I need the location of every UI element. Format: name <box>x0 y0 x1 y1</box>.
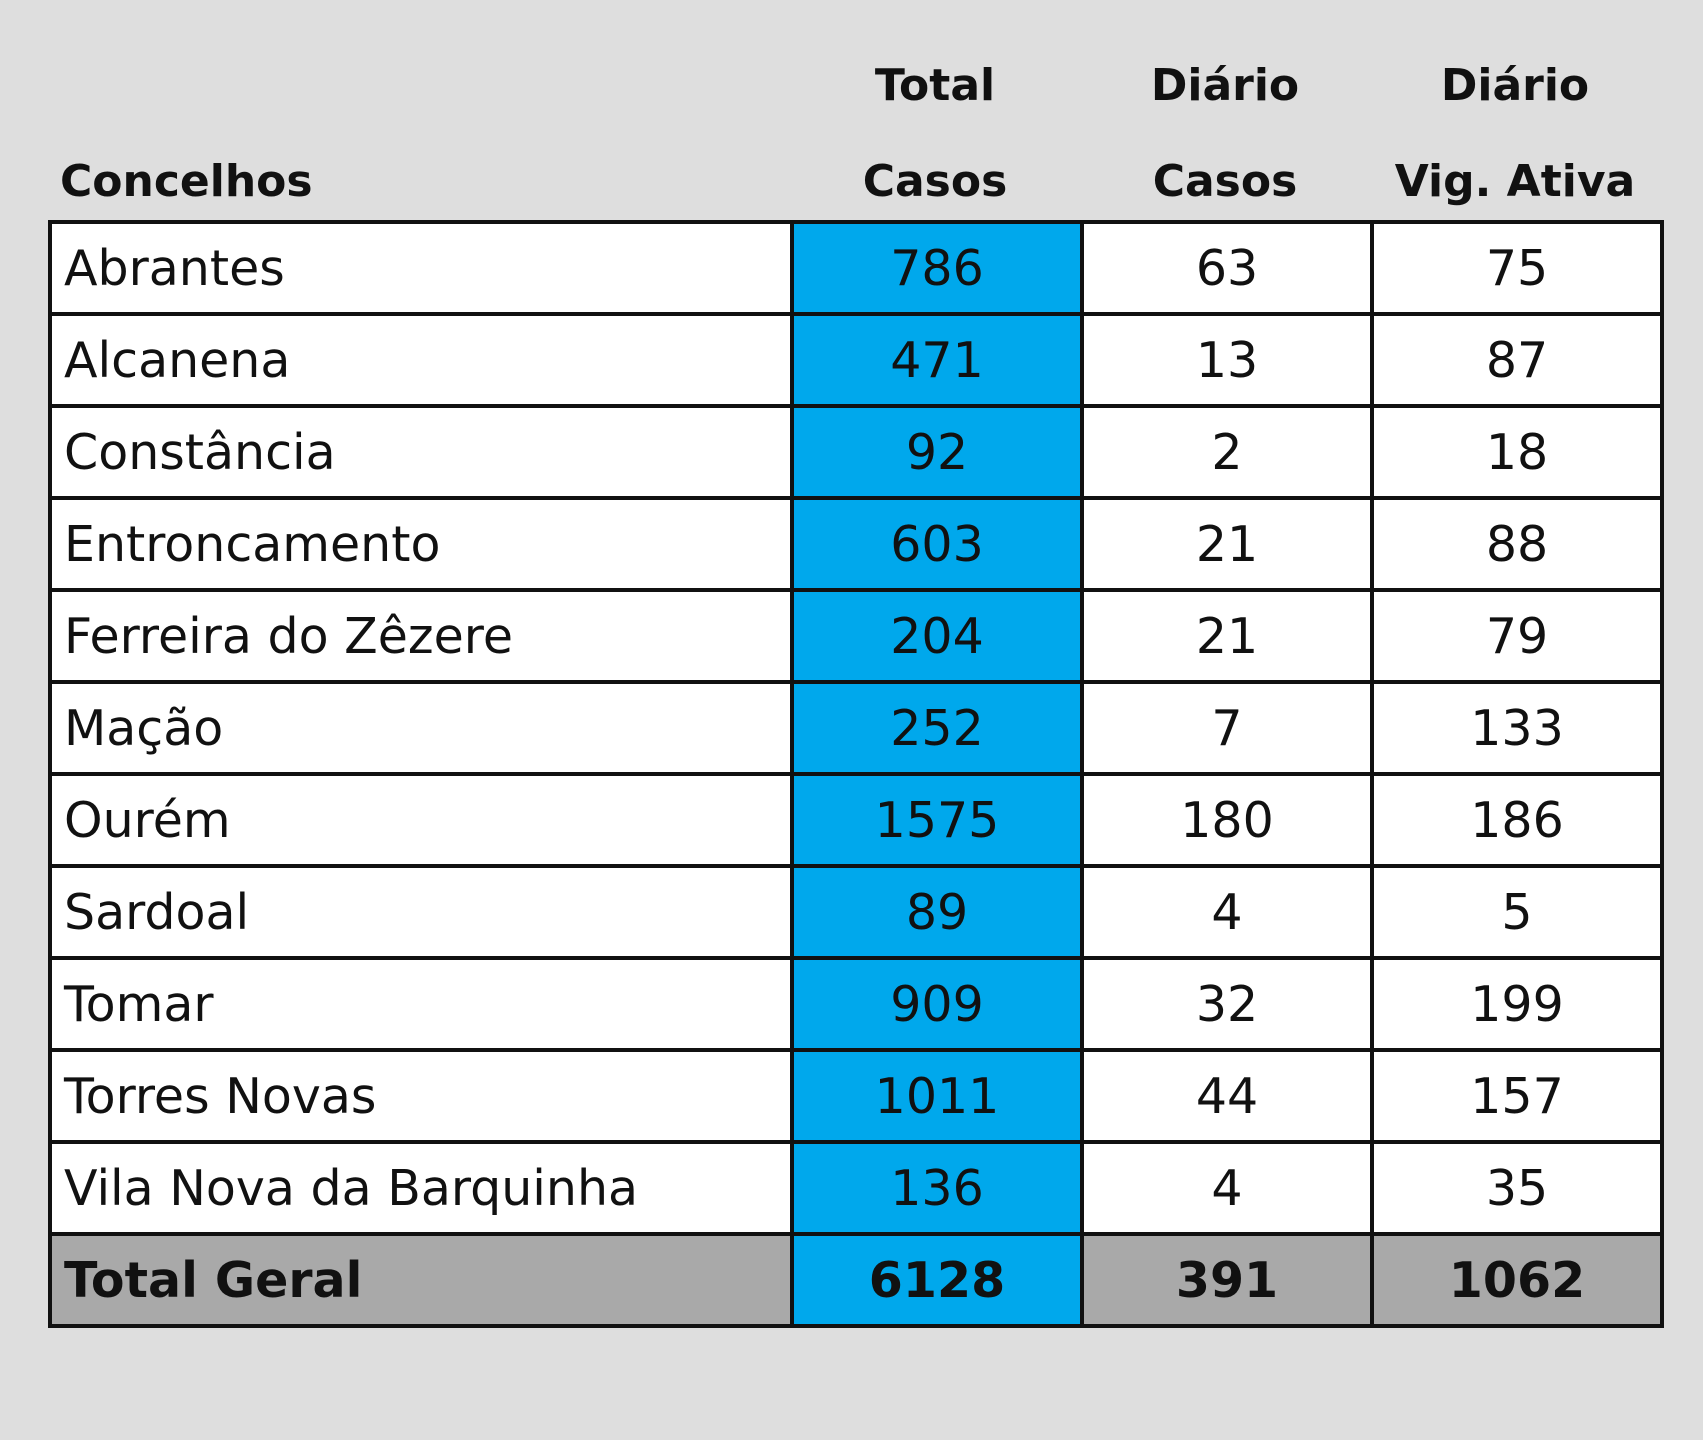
diario-vig-ativa-cell: 157 <box>1370 1048 1664 1144</box>
diario-vig-ativa-cell: 133 <box>1370 680 1664 776</box>
total-casos-cell: 786 <box>790 220 1084 316</box>
diario-vig-ativa-cell: 88 <box>1370 496 1664 592</box>
diario-casos-cell: 2 <box>1080 404 1374 500</box>
diario-casos-cell: 180 <box>1080 772 1374 868</box>
diario-vig-ativa-cell: 79 <box>1370 588 1664 684</box>
concelho-cell: Torres Novas <box>48 1048 794 1144</box>
table-header: Concelhos Total Casos Diário Casos Diári… <box>48 44 1660 220</box>
total-casos-cell: 603 <box>790 496 1084 592</box>
diario-vig-ativa-cell: 186 <box>1370 772 1664 868</box>
total-casos-cell: 1011 <box>790 1048 1084 1144</box>
header-diario-casos-line1: Diário <box>1150 60 1300 111</box>
total-casos-cell: 89 <box>790 864 1084 960</box>
total-casos-cell: 92 <box>790 404 1084 500</box>
total-casos-cell: 471 <box>790 312 1084 408</box>
header-diario-vig-ativa-line2: Vig. Ativa <box>1394 156 1636 207</box>
diario-casos-cell: 4 <box>1080 1140 1374 1236</box>
concelho-cell: Entroncamento <box>48 496 794 592</box>
table-row: Vila Nova da Barquinha 136 4 35 <box>48 1140 1664 1236</box>
header-concelhos: Concelhos <box>48 44 790 220</box>
diario-casos-cell: 4 <box>1080 864 1374 960</box>
table-row: Mação 252 7 133 <box>48 680 1664 776</box>
diario-vig-ativa-cell: 75 <box>1370 220 1664 316</box>
header-diario-vig-ativa-line1: Diário <box>1440 60 1590 111</box>
concelho-cell: Tomar <box>48 956 794 1052</box>
total-geral-row: Total Geral 6128 391 1062 <box>48 1232 1664 1328</box>
diario-casos-cell: 44 <box>1080 1048 1374 1144</box>
header-total-casos: Total Casos <box>790 44 1080 220</box>
header-total-casos-line2: Casos <box>862 156 1008 207</box>
table-row: Ferreira do Zêzere 204 21 79 <box>48 588 1664 684</box>
table-row: Tomar 909 32 199 <box>48 956 1664 1052</box>
header-total-casos-line1: Total <box>874 60 996 111</box>
total-casos-cell: 136 <box>790 1140 1084 1236</box>
total-geral-diario-vig-ativa: 1062 <box>1370 1232 1664 1328</box>
total-casos-cell: 204 <box>790 588 1084 684</box>
table-row: Abrantes 786 63 75 <box>48 220 1664 316</box>
total-geral-label: Total Geral <box>48 1232 794 1328</box>
header-diario-casos-line2: Casos <box>1152 156 1298 207</box>
concelho-cell: Alcanena <box>48 312 794 408</box>
concelho-cell: Abrantes <box>48 220 794 316</box>
diario-casos-cell: 21 <box>1080 496 1374 592</box>
table-row: Constância 92 2 18 <box>48 404 1664 500</box>
table-row: Alcanena 471 13 87 <box>48 312 1664 408</box>
diario-vig-ativa-cell: 5 <box>1370 864 1664 960</box>
concelho-cell: Vila Nova da Barquinha <box>48 1140 794 1236</box>
table-row: Torres Novas 1011 44 157 <box>48 1048 1664 1144</box>
diario-casos-cell: 13 <box>1080 312 1374 408</box>
concelho-cell: Ferreira do Zêzere <box>48 588 794 684</box>
diario-vig-ativa-cell: 18 <box>1370 404 1664 500</box>
total-casos-cell: 909 <box>790 956 1084 1052</box>
concelhos-table: Abrantes 786 63 75 Alcanena 471 13 87 Co… <box>48 220 1664 1328</box>
header-concelhos-label: Concelhos <box>60 156 313 207</box>
total-geral-diario-casos: 391 <box>1080 1232 1374 1328</box>
diario-casos-cell: 32 <box>1080 956 1374 1052</box>
diario-vig-ativa-cell: 87 <box>1370 312 1664 408</box>
total-geral-total-casos: 6128 <box>790 1232 1084 1328</box>
concelho-cell: Constância <box>48 404 794 500</box>
diario-vig-ativa-cell: 199 <box>1370 956 1664 1052</box>
table-row: Ourém 1575 180 186 <box>48 772 1664 868</box>
concelho-cell: Ourém <box>48 772 794 868</box>
diario-casos-cell: 7 <box>1080 680 1374 776</box>
diario-vig-ativa-cell: 35 <box>1370 1140 1664 1236</box>
concelho-cell: Mação <box>48 680 794 776</box>
diario-casos-cell: 63 <box>1080 220 1374 316</box>
table-row: Entroncamento 603 21 88 <box>48 496 1664 592</box>
header-diario-vig-ativa: Diário Vig. Ativa <box>1370 44 1660 220</box>
header-diario-casos: Diário Casos <box>1080 44 1370 220</box>
table-row: Sardoal 89 4 5 <box>48 864 1664 960</box>
total-casos-cell: 252 <box>790 680 1084 776</box>
concelho-cell: Sardoal <box>48 864 794 960</box>
diario-casos-cell: 21 <box>1080 588 1374 684</box>
total-casos-cell: 1575 <box>790 772 1084 868</box>
